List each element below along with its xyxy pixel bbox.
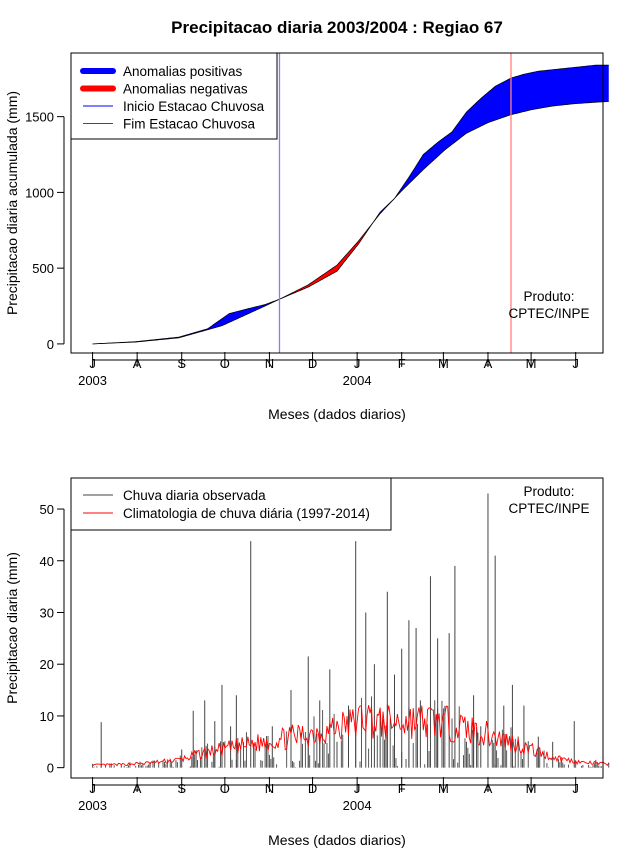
bottom-y-axis-title: Precipitacao diaria (mm) xyxy=(4,552,20,704)
top-year-label: 2004 xyxy=(343,373,372,388)
top-y-tick-label: 500 xyxy=(32,261,54,276)
top-y-tick-label: 1500 xyxy=(25,110,54,125)
top-x-tick-label: D xyxy=(308,356,317,371)
bottom-x-tick-label: J xyxy=(572,781,579,796)
bottom-x-tick-label: J xyxy=(89,781,96,796)
bottom-y-tick-label: 40 xyxy=(40,554,54,569)
top-x-tick-label: S xyxy=(177,356,186,371)
top-x-tick-label: J xyxy=(89,356,96,371)
bottom-x-tick-label: S xyxy=(177,781,186,796)
bottom-x-tick-label: F xyxy=(398,781,406,796)
top-legend-label: Fim Estacao Chuvosa xyxy=(123,117,256,132)
bottom-x-tick-label: J xyxy=(354,781,361,796)
top-year-label: 2003 xyxy=(78,373,107,388)
bottom-y-tick-label: 50 xyxy=(40,502,54,517)
top-x-tick-label: F xyxy=(398,356,406,371)
bottom-legend-label: Chuva diaria observada xyxy=(123,488,266,503)
chart-title: Precipitacao diaria 2003/2004 : Regiao 6… xyxy=(171,18,503,37)
bottom-year-label: 2004 xyxy=(343,798,372,813)
bottom-x-tick-label: M xyxy=(526,781,537,796)
daily-bars-group xyxy=(92,493,610,768)
top-x-tick-label: M xyxy=(526,356,537,371)
top-x-tick-label: J xyxy=(572,356,579,371)
observed-cumulative-line xyxy=(92,64,609,345)
bottom-x-axis-title: Meses (dados diarios) xyxy=(268,832,406,848)
top-legend-label: Inicio Estacao Chuvosa xyxy=(123,99,265,114)
bottom-x-tick-label: A xyxy=(484,781,493,796)
bottom-year-label: 2003 xyxy=(78,798,107,813)
top-legend-label: Anomalias negativas xyxy=(123,82,248,97)
bottom-legend-label: Climatologia de chuva diária (1997-2014) xyxy=(123,506,370,521)
bottom-x-tick-label: M xyxy=(438,781,449,796)
bottom-y-tick-label: 20 xyxy=(40,657,54,672)
top-x-tick-label: A xyxy=(133,356,142,371)
top-product-source: CPTEC/INPE xyxy=(508,306,589,321)
bottom-y-tick-label: 30 xyxy=(40,605,54,620)
bottom-y-tick-label: 10 xyxy=(40,709,54,724)
top-x-tick-label: A xyxy=(484,356,493,371)
top-legend-box xyxy=(70,52,278,140)
climatology-cumulative-line xyxy=(92,101,609,345)
bottom-x-tick-label: O xyxy=(220,781,230,796)
top-product-label: Produto: xyxy=(523,289,574,304)
bottom-x-tick-label: D xyxy=(308,781,317,796)
positive-anomaly-area xyxy=(92,65,609,344)
bottom-y-tick-label: 0 xyxy=(47,761,54,776)
top-x-tick-label: N xyxy=(265,356,274,371)
top-x-tick-label: J xyxy=(354,356,361,371)
top-y-tick-label: 0 xyxy=(47,337,54,352)
top-plot-frame xyxy=(70,52,604,354)
bottom-legend-box xyxy=(70,477,392,531)
top-y-axis-title: Precipitacao diaria acumulada (mm) xyxy=(4,91,20,315)
top-y-tick-label: 1000 xyxy=(25,185,54,200)
bottom-product-source: CPTEC/INPE xyxy=(508,501,589,516)
top-x-tick-label: O xyxy=(220,356,230,371)
bottom-x-tick-label: N xyxy=(265,781,274,796)
top-x-axis-title: Meses (dados diarios) xyxy=(268,406,406,422)
top-legend-label: Anomalias positivas xyxy=(123,64,243,79)
climatology-daily-line xyxy=(92,705,610,767)
top-x-tick-label: M xyxy=(438,356,449,371)
bottom-product-label: Produto: xyxy=(523,484,574,499)
bottom-x-tick-label: A xyxy=(133,781,142,796)
